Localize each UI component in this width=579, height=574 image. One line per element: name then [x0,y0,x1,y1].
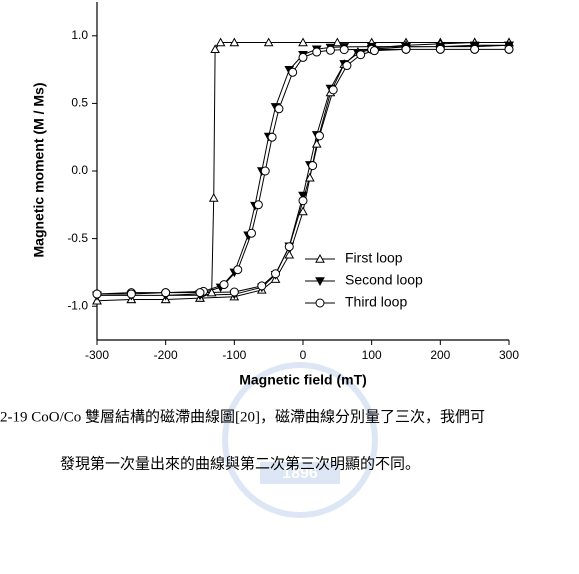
marker [161,288,171,298]
marker [284,242,294,252]
y-tick-label: -0.5 [67,231,88,245]
marker [195,288,205,298]
marker [288,67,298,77]
x-tick-label: -100 [222,348,246,362]
marker [314,131,324,141]
marker [210,44,220,54]
series-line [97,44,510,296]
x-tick-label: 300 [499,348,519,362]
marker [206,287,217,297]
marker [298,196,308,206]
series-line [96,42,509,302]
marker [470,44,480,54]
y-tick-label: 1.0 [71,28,88,42]
x-tick-label: -200 [154,348,178,362]
watermark-ring [222,362,378,518]
marker [208,193,219,202]
marker [339,45,349,55]
marker [263,37,274,47]
marker [356,50,366,60]
y-tick-label: 0.0 [71,163,88,177]
marker [284,249,295,259]
marker [305,172,315,182]
legend-marker [315,298,325,308]
x-tick-label: -300 [85,348,109,362]
y-tick-label: 0.5 [71,96,88,110]
marker [308,161,318,171]
marker [267,132,277,142]
legend-label: First loop [345,250,403,266]
marker [504,44,514,54]
marker [257,281,267,291]
x-axis-title: Magnetic field (mT) [239,372,367,388]
x-tick-label: 100 [362,348,382,362]
marker [229,287,239,297]
marker [332,37,343,47]
marker [233,265,243,275]
marker [247,228,256,238]
marker [401,44,411,54]
marker [229,37,240,47]
marker [325,45,335,55]
x-tick-label: 0 [300,348,307,362]
watermark-band [260,462,340,484]
marker [311,138,322,148]
marker [328,85,338,95]
legend-label: Third loop [345,294,407,310]
watermark: 1896 [222,362,378,518]
series-line [96,48,509,295]
marker [219,280,229,290]
y-axis-title: Magnetic moment (M / Ms) [31,82,47,257]
y-tick-label: -1.0 [67,298,88,312]
marker [312,47,322,57]
caption-line: 發現第一次量出來的曲線與第二次第三次明顯的不同。 [60,454,420,472]
marker [253,200,263,210]
marker [260,166,270,176]
marker [271,269,281,279]
marker [215,37,226,47]
marker [298,206,308,216]
marker [298,37,308,47]
legend-marker [315,277,325,287]
caption-line: 2-19 CoO/Co 雙層結構的磁滯曲線圖[20]，磁滯曲線分別量了三次，我們… [0,408,485,425]
marker [435,44,445,54]
marker [92,289,102,299]
marker [298,191,308,201]
marker [298,52,308,62]
marker [126,289,136,299]
legend-label: Second loop [345,272,423,288]
marker [274,104,284,114]
x-tick-label: 200 [430,348,450,362]
marker [369,46,379,56]
legend-marker [315,253,325,263]
watermark-year: 1896 [282,465,318,482]
marker [342,61,352,71]
